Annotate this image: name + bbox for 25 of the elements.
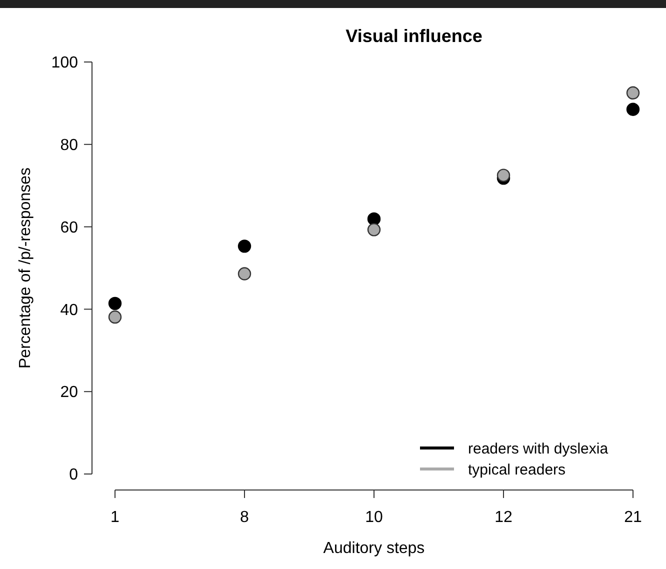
point xyxy=(367,223,381,236)
y-tick-label: 20 xyxy=(60,384,78,402)
x-tick-label: 12 xyxy=(494,509,512,526)
point xyxy=(108,296,122,310)
point xyxy=(496,168,510,182)
point xyxy=(626,86,640,100)
y-tick-label: 80 xyxy=(60,137,78,154)
x-tick-label: 21 xyxy=(624,509,642,526)
point xyxy=(367,212,381,226)
x-axis-title: Auditory steps xyxy=(323,540,425,557)
x-tick-label: 10 xyxy=(365,509,383,526)
x-tick-label: 1 xyxy=(110,509,120,526)
y-tick-label: 0 xyxy=(69,466,78,484)
y-tick-label: 100 xyxy=(51,54,78,72)
y-tick-label: 40 xyxy=(60,302,78,319)
chart-title: Visual influence xyxy=(346,26,482,46)
x-tick-label: 8 xyxy=(240,509,250,526)
y-axis-title: Percentage of /p/-responses xyxy=(17,167,34,369)
point xyxy=(238,240,252,253)
point xyxy=(108,310,122,324)
point xyxy=(238,267,252,280)
legend-label: typical readers xyxy=(468,461,566,478)
y-tick-label: 60 xyxy=(60,219,78,236)
legend-label: readers with dyslexia xyxy=(468,440,609,458)
point xyxy=(626,102,640,116)
